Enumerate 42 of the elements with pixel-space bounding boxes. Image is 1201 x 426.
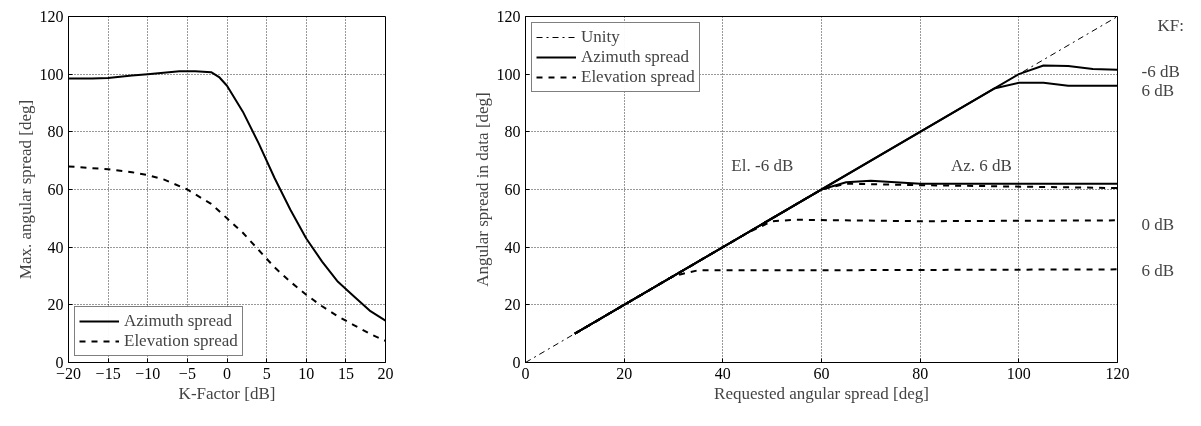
annotation: Az. 6 dB — [950, 155, 1012, 175]
y-tick-label: 20 — [47, 296, 64, 314]
x-axis-title: K-Factor [dB] — [178, 383, 276, 403]
legend-label: Azimuth spread — [581, 47, 690, 67]
y-tick-label: 80 — [47, 123, 64, 141]
text: -6 dB — [1141, 62, 1180, 82]
text: 0 dB — [1141, 214, 1175, 234]
y-tick-label: 20 — [504, 296, 521, 314]
x-tick-label: 0 — [223, 364, 231, 382]
legend-label: Unity — [581, 27, 620, 47]
y-tick-label: 40 — [504, 238, 521, 256]
y-tick-label: 60 — [504, 181, 521, 198]
legend-label: Azimuth spread — [124, 311, 233, 331]
x-tick-label: −15 — [95, 364, 121, 382]
text: 6 dB — [1141, 81, 1175, 101]
x-tick-label: 5 — [262, 364, 271, 382]
x-tick-label: 40 — [714, 364, 731, 382]
text: KF: — [1157, 15, 1184, 35]
y-tick-label: 40 — [47, 238, 64, 256]
x-tick-label: −10 — [135, 364, 161, 382]
annotation: El. -6 dB — [731, 155, 794, 175]
y-tick-label: 100 — [496, 65, 521, 83]
y-tick-label: 80 — [504, 123, 521, 141]
text: 6 dB — [1141, 261, 1175, 281]
y-tick-label: 120 — [39, 8, 64, 25]
x-tick-label: 20 — [377, 364, 394, 382]
x-tick-label: 120 — [1105, 364, 1130, 382]
y-axis-title: Angular spread in data [deg] — [472, 92, 492, 287]
y-tick-label: 60 — [47, 181, 64, 198]
y-tick-label: 100 — [39, 65, 64, 83]
legend-label: Elevation spread — [581, 67, 695, 87]
x-tick-label: 80 — [912, 364, 929, 382]
y-tick-label: 120 — [496, 8, 521, 25]
x-tick-label: 15 — [337, 364, 354, 382]
x-tick-label: 60 — [813, 364, 830, 382]
legend-label: Elevation spread — [124, 331, 238, 351]
y-axis-title: Max. angular spread [deg] — [15, 99, 35, 280]
x-axis-title: Requested angular spread [deg] — [714, 383, 929, 403]
x-tick-label: −5 — [178, 364, 196, 382]
x-tick-label: 100 — [1006, 364, 1031, 382]
x-tick-label: 10 — [298, 364, 315, 382]
x-tick-label: 20 — [616, 364, 633, 382]
